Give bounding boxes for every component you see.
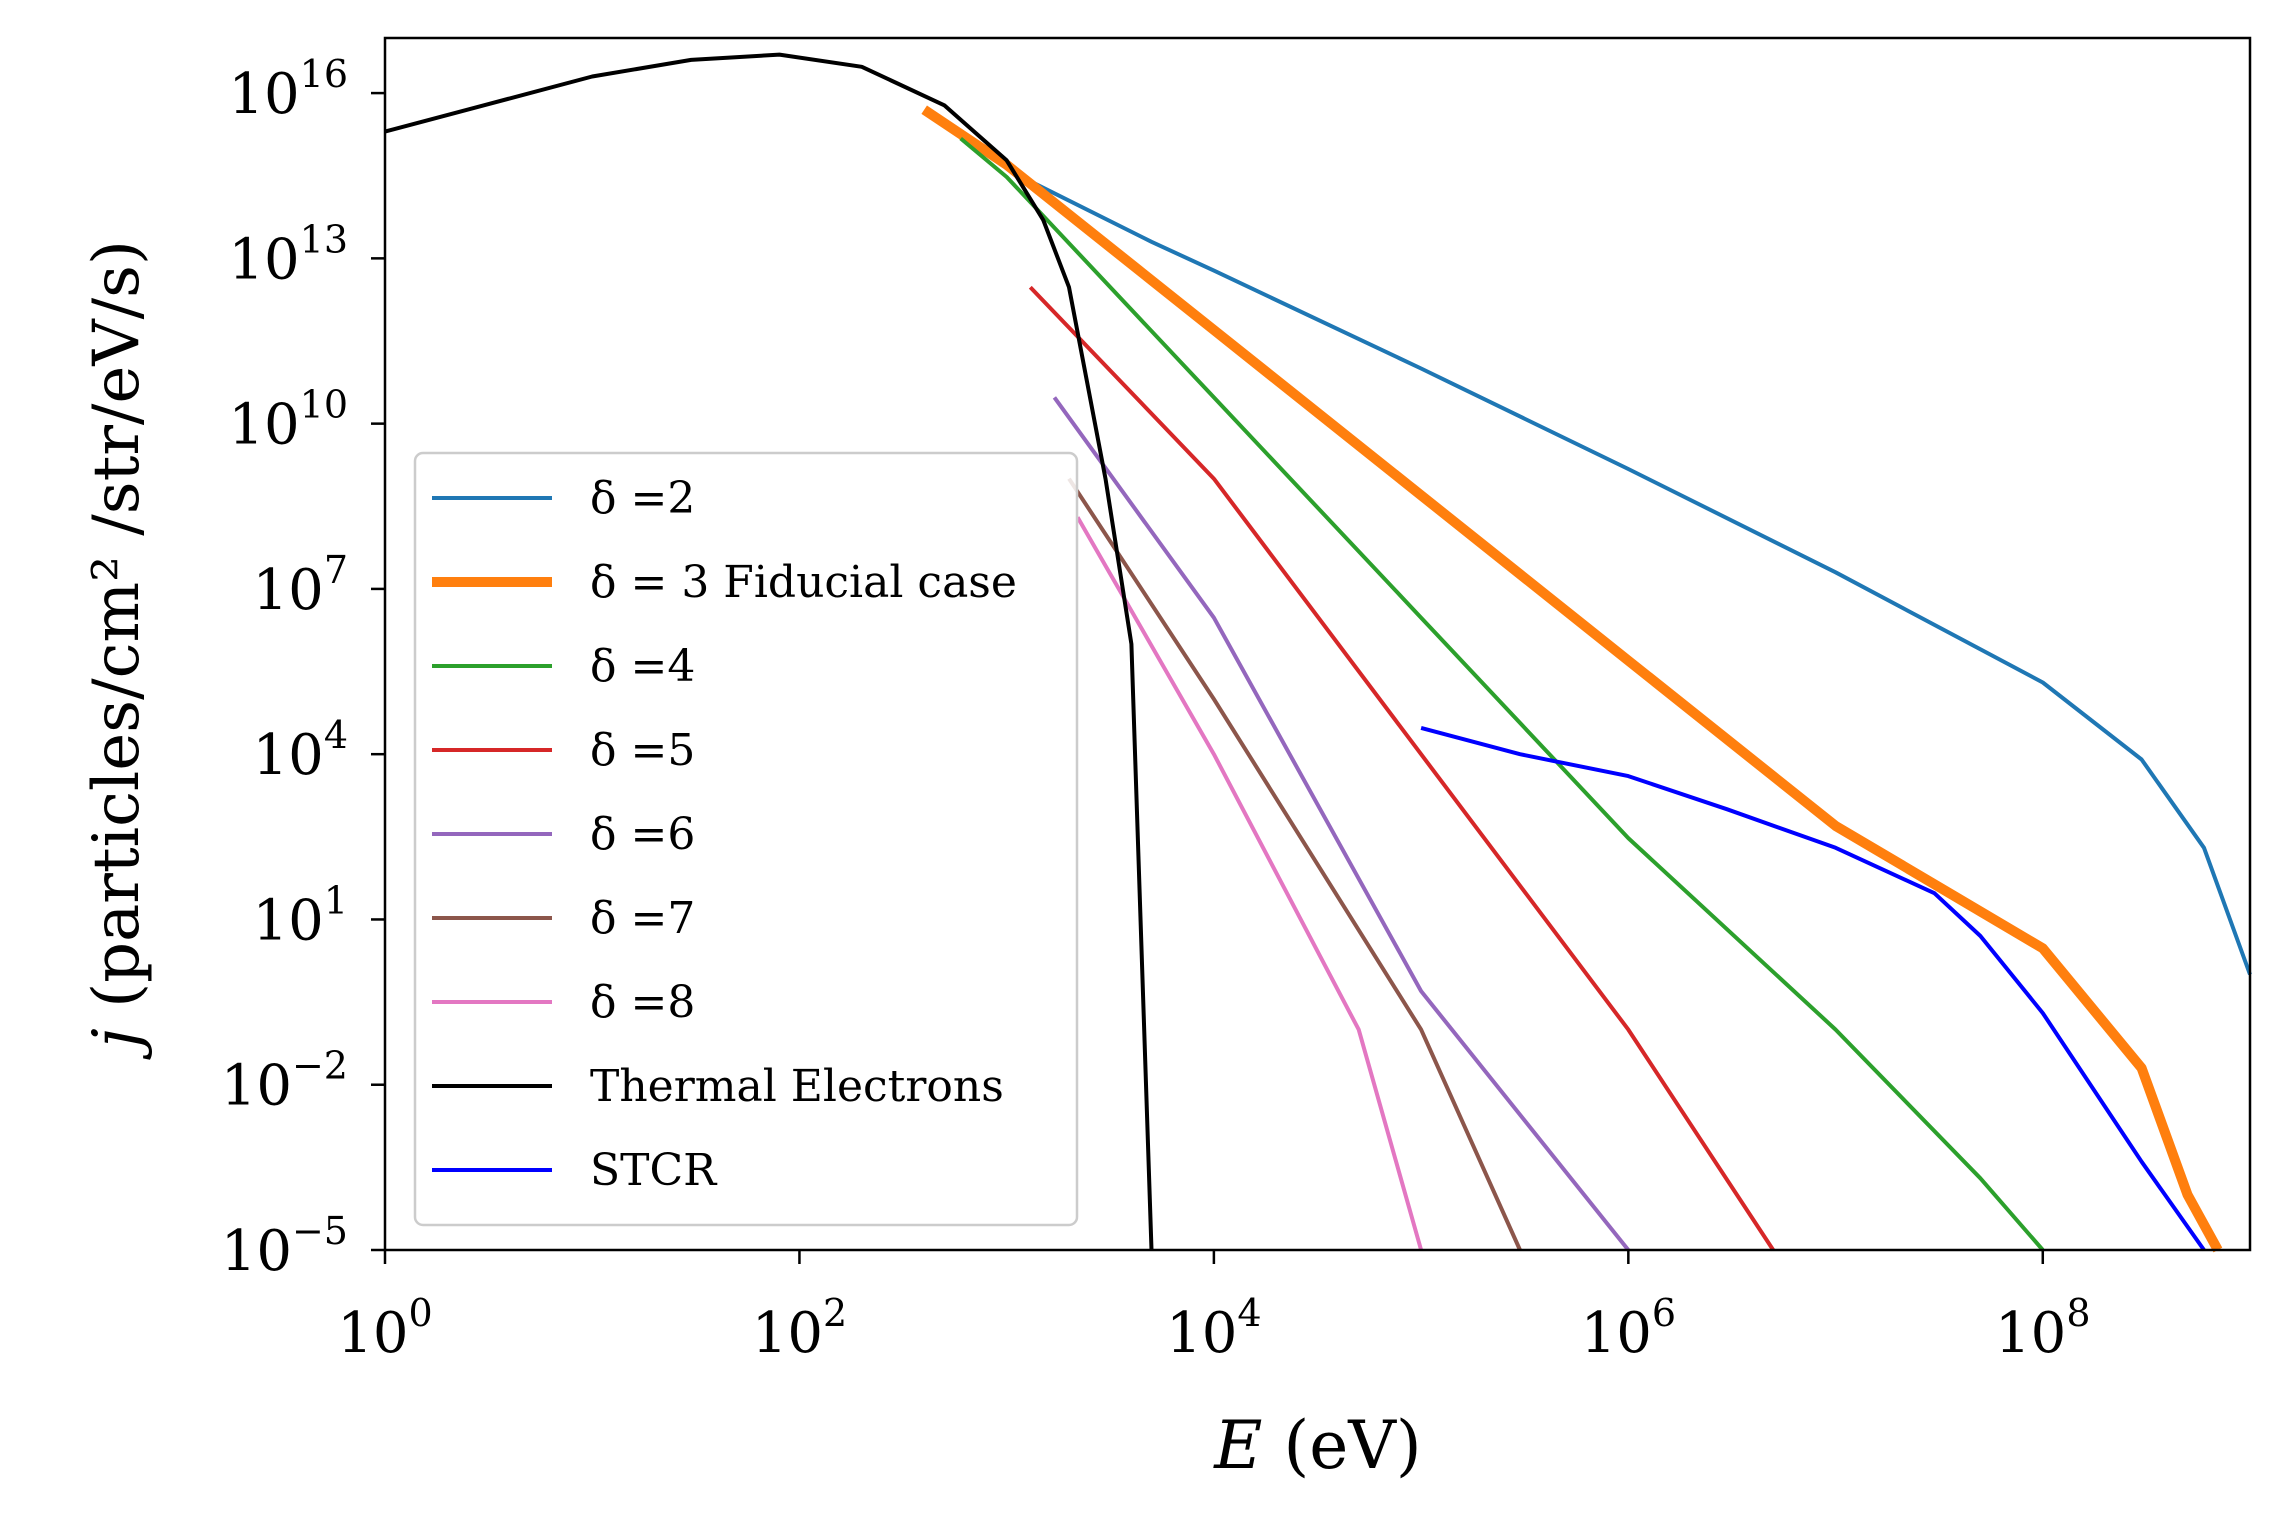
legend-label-1: δ = 3 Fiducial case (590, 557, 1017, 608)
x-axis-unit: (eV) (1262, 1407, 1421, 1484)
series-line-3 (1028, 285, 1775, 1252)
y-tick-label-4: 104 (253, 713, 348, 788)
legend-box (413, 451, 1079, 1227)
series-line-0 (1029, 179, 2252, 976)
series-line-8 (1420, 725, 2206, 1252)
x-tick-label-2: 104 (1166, 1291, 1261, 1366)
x-tick-label-4: 108 (1995, 1291, 2090, 1366)
legend-label-4: δ =6 (590, 809, 695, 860)
series-layer (384, 52, 2252, 1253)
x-tick-label-0: 100 (337, 1291, 432, 1366)
plot-frame (383, 36, 2252, 1252)
x-axis-variable: E (1213, 1407, 1262, 1484)
legend-label-7: Thermal Electrons (590, 1061, 1004, 1112)
y-axis-unit: (particles/cm² /str/eV/s) (80, 240, 154, 1028)
y-tick-label-7: 10−5 (221, 1209, 348, 1284)
y-tick-label-2: 1010 (228, 383, 348, 458)
series-line-5 (1067, 477, 1522, 1251)
series-line-7 (384, 52, 1154, 1251)
y-tick-label-1: 1013 (228, 217, 348, 292)
x-axis-label: E (eV) (1213, 1407, 1421, 1484)
legend: δ =2 δ = 3 Fiducial case δ =4 δ =5 δ =6 δ =7 δ… (413, 451, 1079, 1227)
legend-label-3: δ =5 (590, 725, 695, 776)
y-axis-label: j (particles/cm² /str/eV/s) (80, 240, 154, 1060)
y-tick-label-0: 1016 (228, 52, 348, 127)
legend-label-5: δ =7 (590, 893, 695, 944)
series-line-4 (1052, 396, 1630, 1252)
series-line-1 (921, 105, 2223, 1253)
y-tick-label-3: 107 (253, 548, 348, 623)
series-line-6 (1075, 516, 1424, 1251)
legend-label-8: STCR (590, 1145, 718, 1196)
x-tick-label-1: 102 (752, 1291, 847, 1366)
axis-layer: 100 102 104 106 108 1016 1013 1010 107 104 101 10−2… (221, 52, 2091, 1366)
y-tick-label-5: 101 (253, 878, 348, 953)
legend-label-6: δ =8 (590, 977, 695, 1028)
legend-label-0: δ =2 (590, 473, 695, 524)
legend-label-2: δ =4 (590, 641, 695, 692)
y-tick-label-6: 10−2 (221, 1044, 348, 1119)
x-tick-label-3: 106 (1581, 1291, 1676, 1366)
